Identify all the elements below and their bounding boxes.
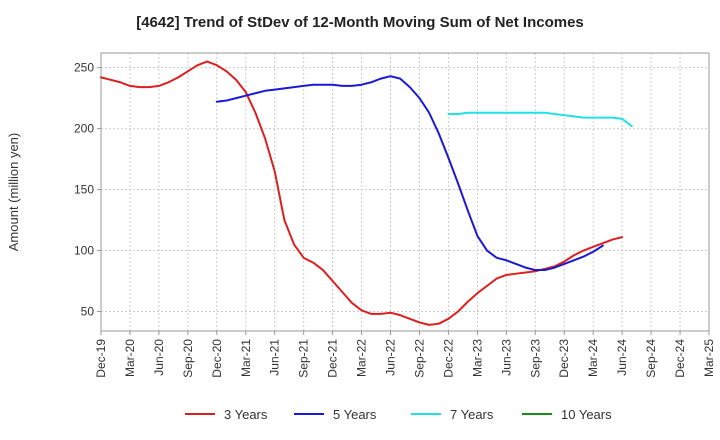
x-tick-label: Sep-23 <box>528 339 542 378</box>
x-tick-label: Dec-20 <box>210 339 224 378</box>
x-tick-label: Jun-24 <box>615 339 629 376</box>
y-tick-label: 200 <box>74 122 94 136</box>
series-lines <box>100 60 633 326</box>
series-line-7-years <box>447 111 633 128</box>
x-tick-label: Mar-25 <box>702 339 716 377</box>
x-tick-label: Dec-24 <box>673 339 687 378</box>
x-tick-label: Dec-21 <box>326 339 340 378</box>
x-tick-label: Mar-23 <box>470 339 484 377</box>
y-tick-label: 150 <box>74 183 94 197</box>
x-tick-label: Dec-23 <box>557 339 571 378</box>
chart-title: [4642] Trend of StDev of 12-Month Moving… <box>136 14 584 31</box>
x-tick-label: Jun-23 <box>499 339 513 376</box>
y-tick-label: 250 <box>74 61 94 75</box>
x-tick-label: Mar-21 <box>239 339 253 377</box>
legend-label: 3 Years <box>224 407 268 422</box>
y-axis-label: Amount (million yen) <box>6 133 21 252</box>
series-line-5-years <box>215 75 604 272</box>
x-tick-label: Dec-19 <box>94 339 108 378</box>
x-tick-label: Sep-24 <box>644 339 658 378</box>
y-axis-ticks: 50 100 150 200 250 <box>74 61 101 318</box>
x-tick-label: Sep-20 <box>181 339 195 378</box>
y-tick-label: 50 <box>81 304 95 318</box>
x-tick-label: Jun-21 <box>268 339 282 376</box>
x-tick-label: Jun-22 <box>384 339 398 376</box>
x-tick-label: Mar-20 <box>123 339 137 377</box>
x-tick-label: Sep-21 <box>297 339 311 378</box>
legend-label: 7 Years <box>450 407 494 422</box>
legend-label: 5 Years <box>333 407 377 422</box>
grid-lines <box>100 53 710 331</box>
legend-label: 10 Years <box>561 407 612 422</box>
legend: 3 Years 5 Years 7 Years 10 Years <box>185 407 612 422</box>
x-tick-label: Jun-20 <box>152 339 166 376</box>
x-tick-label: Mar-22 <box>355 339 369 377</box>
x-tick-label: Mar-24 <box>586 339 600 377</box>
plot-area-frame <box>100 52 710 332</box>
x-axis-ticks: Dec-19 Mar-20 Jun-20 Sep-20 Dec-20 Mar-21 Jun-… <box>94 331 716 378</box>
y-tick-label: 100 <box>74 244 94 258</box>
x-tick-label: Sep-22 <box>412 339 426 378</box>
series-line-3-years <box>100 60 624 326</box>
x-tick-label: Dec-22 <box>441 339 455 378</box>
